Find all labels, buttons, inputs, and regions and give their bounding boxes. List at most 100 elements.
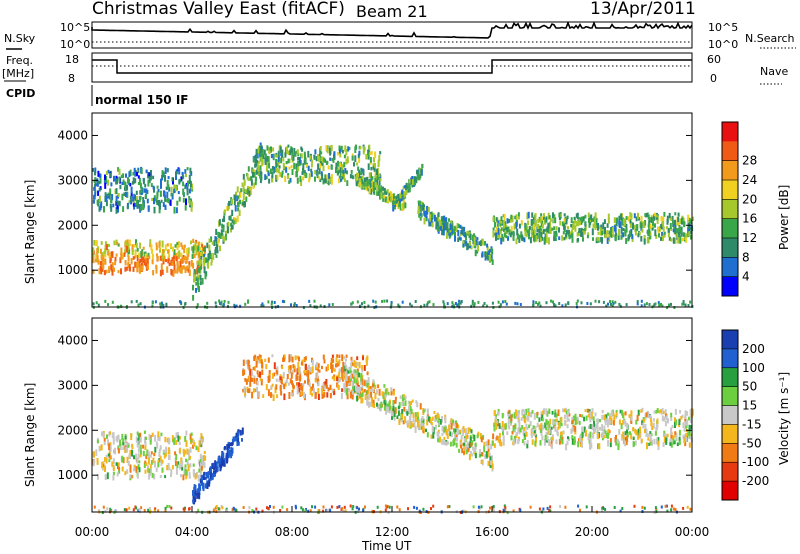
data-cell xyxy=(371,176,374,180)
data-cell xyxy=(531,439,534,445)
data-cell xyxy=(535,301,538,305)
data-cell xyxy=(370,397,373,404)
data-cell xyxy=(262,154,265,159)
data-cell xyxy=(231,199,233,204)
data-cell xyxy=(508,415,511,419)
data-cell xyxy=(199,453,202,459)
data-cell xyxy=(424,210,426,217)
data-cell xyxy=(258,391,261,398)
data-cell xyxy=(139,454,142,458)
data-cell xyxy=(605,414,608,422)
data-cell xyxy=(238,209,241,217)
data-cell xyxy=(689,226,692,231)
data-cell xyxy=(251,391,254,399)
data-cell xyxy=(671,424,674,429)
data-cell xyxy=(666,306,669,310)
data-cell xyxy=(520,220,523,226)
data-cell xyxy=(307,509,310,513)
data-cell xyxy=(257,373,260,378)
data-cell xyxy=(320,156,323,162)
data-cell xyxy=(373,165,376,172)
data-cell xyxy=(152,457,155,464)
data-cell xyxy=(388,195,391,201)
data-cell xyxy=(105,200,108,207)
data-cell xyxy=(353,376,356,384)
data-cell xyxy=(316,372,319,379)
data-cell xyxy=(241,202,244,206)
data-cell xyxy=(286,508,289,512)
data-cell xyxy=(358,361,361,369)
data-cell xyxy=(343,386,346,393)
data-cell xyxy=(391,411,393,417)
data-cell xyxy=(618,228,620,236)
data-cell xyxy=(533,431,536,436)
data-cell xyxy=(171,193,174,200)
data-cell xyxy=(604,226,606,234)
data-cell xyxy=(547,222,550,228)
data-cell xyxy=(180,265,183,269)
data-cell xyxy=(310,168,313,173)
data-cell xyxy=(292,364,295,369)
data-cell xyxy=(379,175,382,182)
data-cell xyxy=(261,158,264,166)
data-cell xyxy=(366,398,369,405)
data-cell xyxy=(439,226,442,231)
colorbar-swatch xyxy=(722,218,738,239)
colorbar-swatch xyxy=(722,257,738,278)
data-cell xyxy=(253,366,256,372)
data-cell xyxy=(626,435,629,442)
data-cell xyxy=(500,227,503,231)
data-cell xyxy=(203,261,206,269)
data-cell xyxy=(644,424,647,429)
data-cell xyxy=(102,262,105,269)
data-cell xyxy=(203,471,206,476)
data-cell xyxy=(379,151,382,155)
data-cell xyxy=(563,223,566,231)
data-cell xyxy=(579,442,582,447)
data-cell xyxy=(384,508,387,512)
data-cell xyxy=(652,418,655,422)
data-cell xyxy=(670,302,672,306)
data-cell xyxy=(401,409,404,414)
data-cell xyxy=(130,433,133,441)
data-cell xyxy=(317,381,320,387)
data-cell xyxy=(536,226,539,233)
data-cell xyxy=(176,432,179,438)
data-cell xyxy=(194,492,197,496)
data-cell xyxy=(525,233,528,238)
data-cell xyxy=(672,220,675,228)
data-cell xyxy=(124,186,127,192)
data-cell xyxy=(133,206,136,210)
data-cell xyxy=(96,460,99,465)
data-cell xyxy=(319,178,322,183)
data-cell xyxy=(607,432,609,439)
data-cell xyxy=(629,219,632,224)
data-cell xyxy=(181,460,184,468)
data-cell xyxy=(188,473,191,479)
data-cell xyxy=(615,434,617,440)
data-cell xyxy=(469,451,472,455)
data-cell xyxy=(107,251,110,256)
data-cell xyxy=(356,381,359,388)
data-cell xyxy=(451,228,454,234)
data-cell xyxy=(295,163,298,170)
data-cell xyxy=(495,229,498,237)
data-cell xyxy=(308,299,311,303)
data-cell xyxy=(682,300,685,303)
data-cell xyxy=(104,196,107,202)
data-cell xyxy=(366,371,369,376)
data-cell xyxy=(383,384,386,388)
data-cell xyxy=(663,436,666,443)
data-cell xyxy=(359,178,361,182)
data-cell xyxy=(116,472,119,477)
data-cell xyxy=(252,172,254,178)
data-cell xyxy=(670,227,673,231)
data-cell xyxy=(201,250,204,257)
data-cell xyxy=(494,419,497,426)
data-cell xyxy=(309,367,312,373)
data-cell xyxy=(688,429,691,433)
data-cell xyxy=(289,354,292,361)
data-cell xyxy=(371,181,374,187)
data-cell xyxy=(483,445,486,453)
data-cell xyxy=(644,220,647,226)
